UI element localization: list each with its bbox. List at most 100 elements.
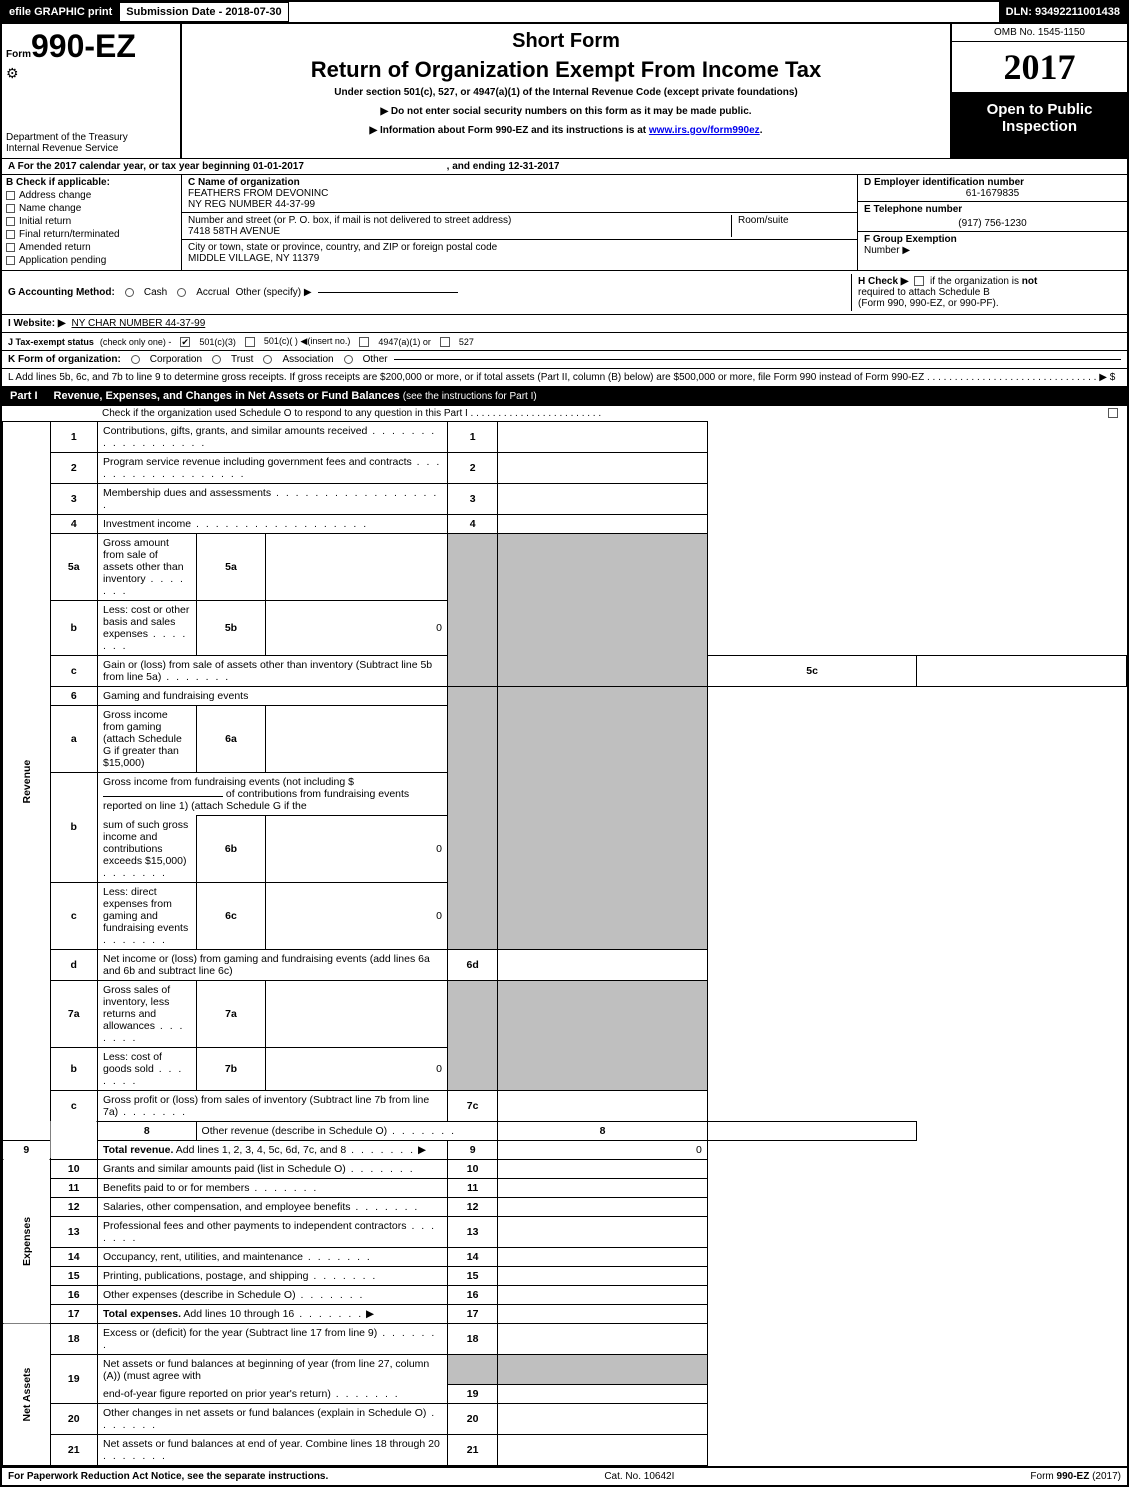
rval-19[interactable] — [498, 1385, 708, 1404]
chk-pending[interactable] — [6, 256, 15, 265]
chk-amended[interactable] — [6, 243, 15, 252]
rval-18[interactable] — [498, 1323, 708, 1354]
j-o2: 501(c)( ) ◀(insert no.) — [264, 336, 350, 347]
right-col: OMB No. 1545-1150 2017 Open to Public In… — [952, 24, 1127, 158]
rval-12[interactable] — [498, 1197, 708, 1216]
line-5a: Gross amount from sale of assets other t… — [103, 537, 185, 597]
rval-4[interactable] — [498, 515, 708, 534]
g-cash: Cash — [144, 287, 167, 298]
chk-final[interactable] — [6, 230, 15, 239]
radio-accrual[interactable] — [177, 288, 186, 297]
rval-6d[interactable] — [498, 949, 708, 980]
lnum-6a: a — [50, 706, 98, 773]
e-label: E Telephone number — [864, 204, 1121, 215]
chk-501c3[interactable] — [180, 337, 190, 347]
radio-trust[interactable] — [212, 355, 221, 364]
radio-other[interactable] — [344, 355, 353, 364]
lnum-8: 8 — [98, 1121, 197, 1140]
rnum-19: 19 — [447, 1385, 497, 1404]
l-text: L Add lines 5b, 6c, and 7b to line 9 to … — [8, 372, 1115, 383]
rnum-20: 20 — [447, 1404, 497, 1435]
rval-21[interactable] — [498, 1435, 708, 1466]
instruct-link[interactable]: www.irs.gov/form990ez — [649, 125, 760, 136]
line-19: Net assets or fund balances at beginning… — [103, 1358, 429, 1382]
dept-treasury: Department of the Treasury — [6, 132, 176, 143]
radio-assoc[interactable] — [263, 355, 272, 364]
rval-13[interactable] — [498, 1216, 708, 1247]
rval-14[interactable] — [498, 1247, 708, 1266]
j-label: J Tax-exempt status — [8, 337, 94, 347]
c-label: C Name of organization — [188, 177, 300, 188]
i-label: I Website: ▶ — [8, 318, 66, 329]
k-o3: Association — [282, 354, 333, 365]
box-b: B Check if applicable: Address change Na… — [2, 175, 182, 270]
rval-15[interactable] — [498, 1266, 708, 1285]
line-l: L Add lines 5b, 6c, and 7b to line 9 to … — [2, 368, 1127, 386]
rval-2[interactable] — [498, 453, 708, 484]
form-box: Form990-EZ ⚙ Department of the Treasury … — [2, 24, 182, 158]
chk-501c[interactable] — [245, 337, 255, 347]
line-7b: Less: cost of goods sold — [103, 1051, 183, 1087]
chk-h[interactable] — [914, 276, 924, 286]
rnum-17: 17 — [447, 1304, 497, 1323]
subval-7b[interactable]: 0 — [266, 1047, 448, 1090]
line-17a: Total expenses. — [103, 1308, 181, 1320]
rval-7c[interactable] — [498, 1090, 708, 1121]
g-other-field[interactable] — [318, 292, 458, 293]
gear-icon: ⚙ — [6, 65, 19, 82]
sub-7a: 7a — [196, 980, 266, 1047]
rval-9[interactable]: 0 — [498, 1140, 708, 1159]
line-15: Printing, publications, postage, and shi… — [103, 1270, 377, 1282]
rnum-6d: 6d — [447, 949, 497, 980]
subval-6b[interactable]: 0 — [266, 816, 448, 883]
chk-527[interactable] — [440, 337, 450, 347]
subval-6a[interactable] — [266, 706, 448, 773]
chk-4947[interactable] — [359, 337, 369, 347]
rval-8[interactable] — [707, 1121, 917, 1140]
chk-address[interactable] — [6, 191, 15, 200]
rnum-8: 8 — [498, 1121, 708, 1140]
subval-5b[interactable]: 0 — [266, 601, 448, 656]
k-other-field[interactable] — [394, 359, 1121, 360]
sub-5b: 5b — [196, 601, 266, 656]
lnum-15: 15 — [50, 1266, 98, 1285]
subval-5a[interactable] — [266, 534, 448, 601]
rval-10[interactable] — [498, 1159, 708, 1178]
chk-parti-o[interactable] — [1108, 408, 1118, 418]
lnum-21: 21 — [50, 1435, 98, 1466]
rnum-15: 15 — [447, 1266, 497, 1285]
rval-3[interactable] — [498, 484, 708, 515]
box-h: H Check ▶ if the organization is not req… — [851, 274, 1121, 311]
field-6b[interactable] — [103, 796, 223, 797]
j-note: (check only one) - — [100, 337, 172, 347]
line-5b: Less: cost or other basis and sales expe… — [103, 604, 189, 652]
subval-6c[interactable]: 0 — [266, 882, 448, 949]
radio-cash[interactable] — [125, 288, 134, 297]
lnum-16: 16 — [50, 1285, 98, 1304]
rval-17[interactable] — [498, 1304, 708, 1323]
e-val: (917) 756-1230 — [864, 218, 1121, 229]
lnum-7c: c — [50, 1090, 98, 1121]
part-i-sub: (see the instructions for Part I) — [403, 391, 537, 402]
line-i: I Website: ▶ NY CHAR NUMBER 44-37-99 — [2, 314, 1127, 332]
line-10: Grants and similar amounts paid (list in… — [103, 1163, 415, 1175]
rval-20[interactable] — [498, 1404, 708, 1435]
chk-address-label: Address change — [19, 190, 91, 201]
rval-11[interactable] — [498, 1178, 708, 1197]
lnum-1: 1 — [50, 422, 98, 453]
chk-namechange[interactable] — [6, 204, 15, 213]
footer-right-form: 990-EZ — [1057, 1471, 1090, 1482]
box-b-label: B Check if applicable: — [6, 177, 177, 188]
rval-5c[interactable] — [917, 656, 1127, 687]
lnum-20: 20 — [50, 1404, 98, 1435]
i-val: NY CHAR NUMBER 44-37-99 — [72, 318, 206, 329]
instruct-2-pre: ▶ Information about Form 990-EZ and its … — [370, 125, 649, 136]
rnum-18: 18 — [447, 1323, 497, 1354]
rval-16[interactable] — [498, 1285, 708, 1304]
chk-initial[interactable] — [6, 217, 15, 226]
radio-corp[interactable] — [131, 355, 140, 364]
line-2: Program service revenue including govern… — [103, 456, 441, 480]
rnum-3: 3 — [447, 484, 497, 515]
subval-7a[interactable] — [266, 980, 448, 1047]
rval-1[interactable] — [498, 422, 708, 453]
